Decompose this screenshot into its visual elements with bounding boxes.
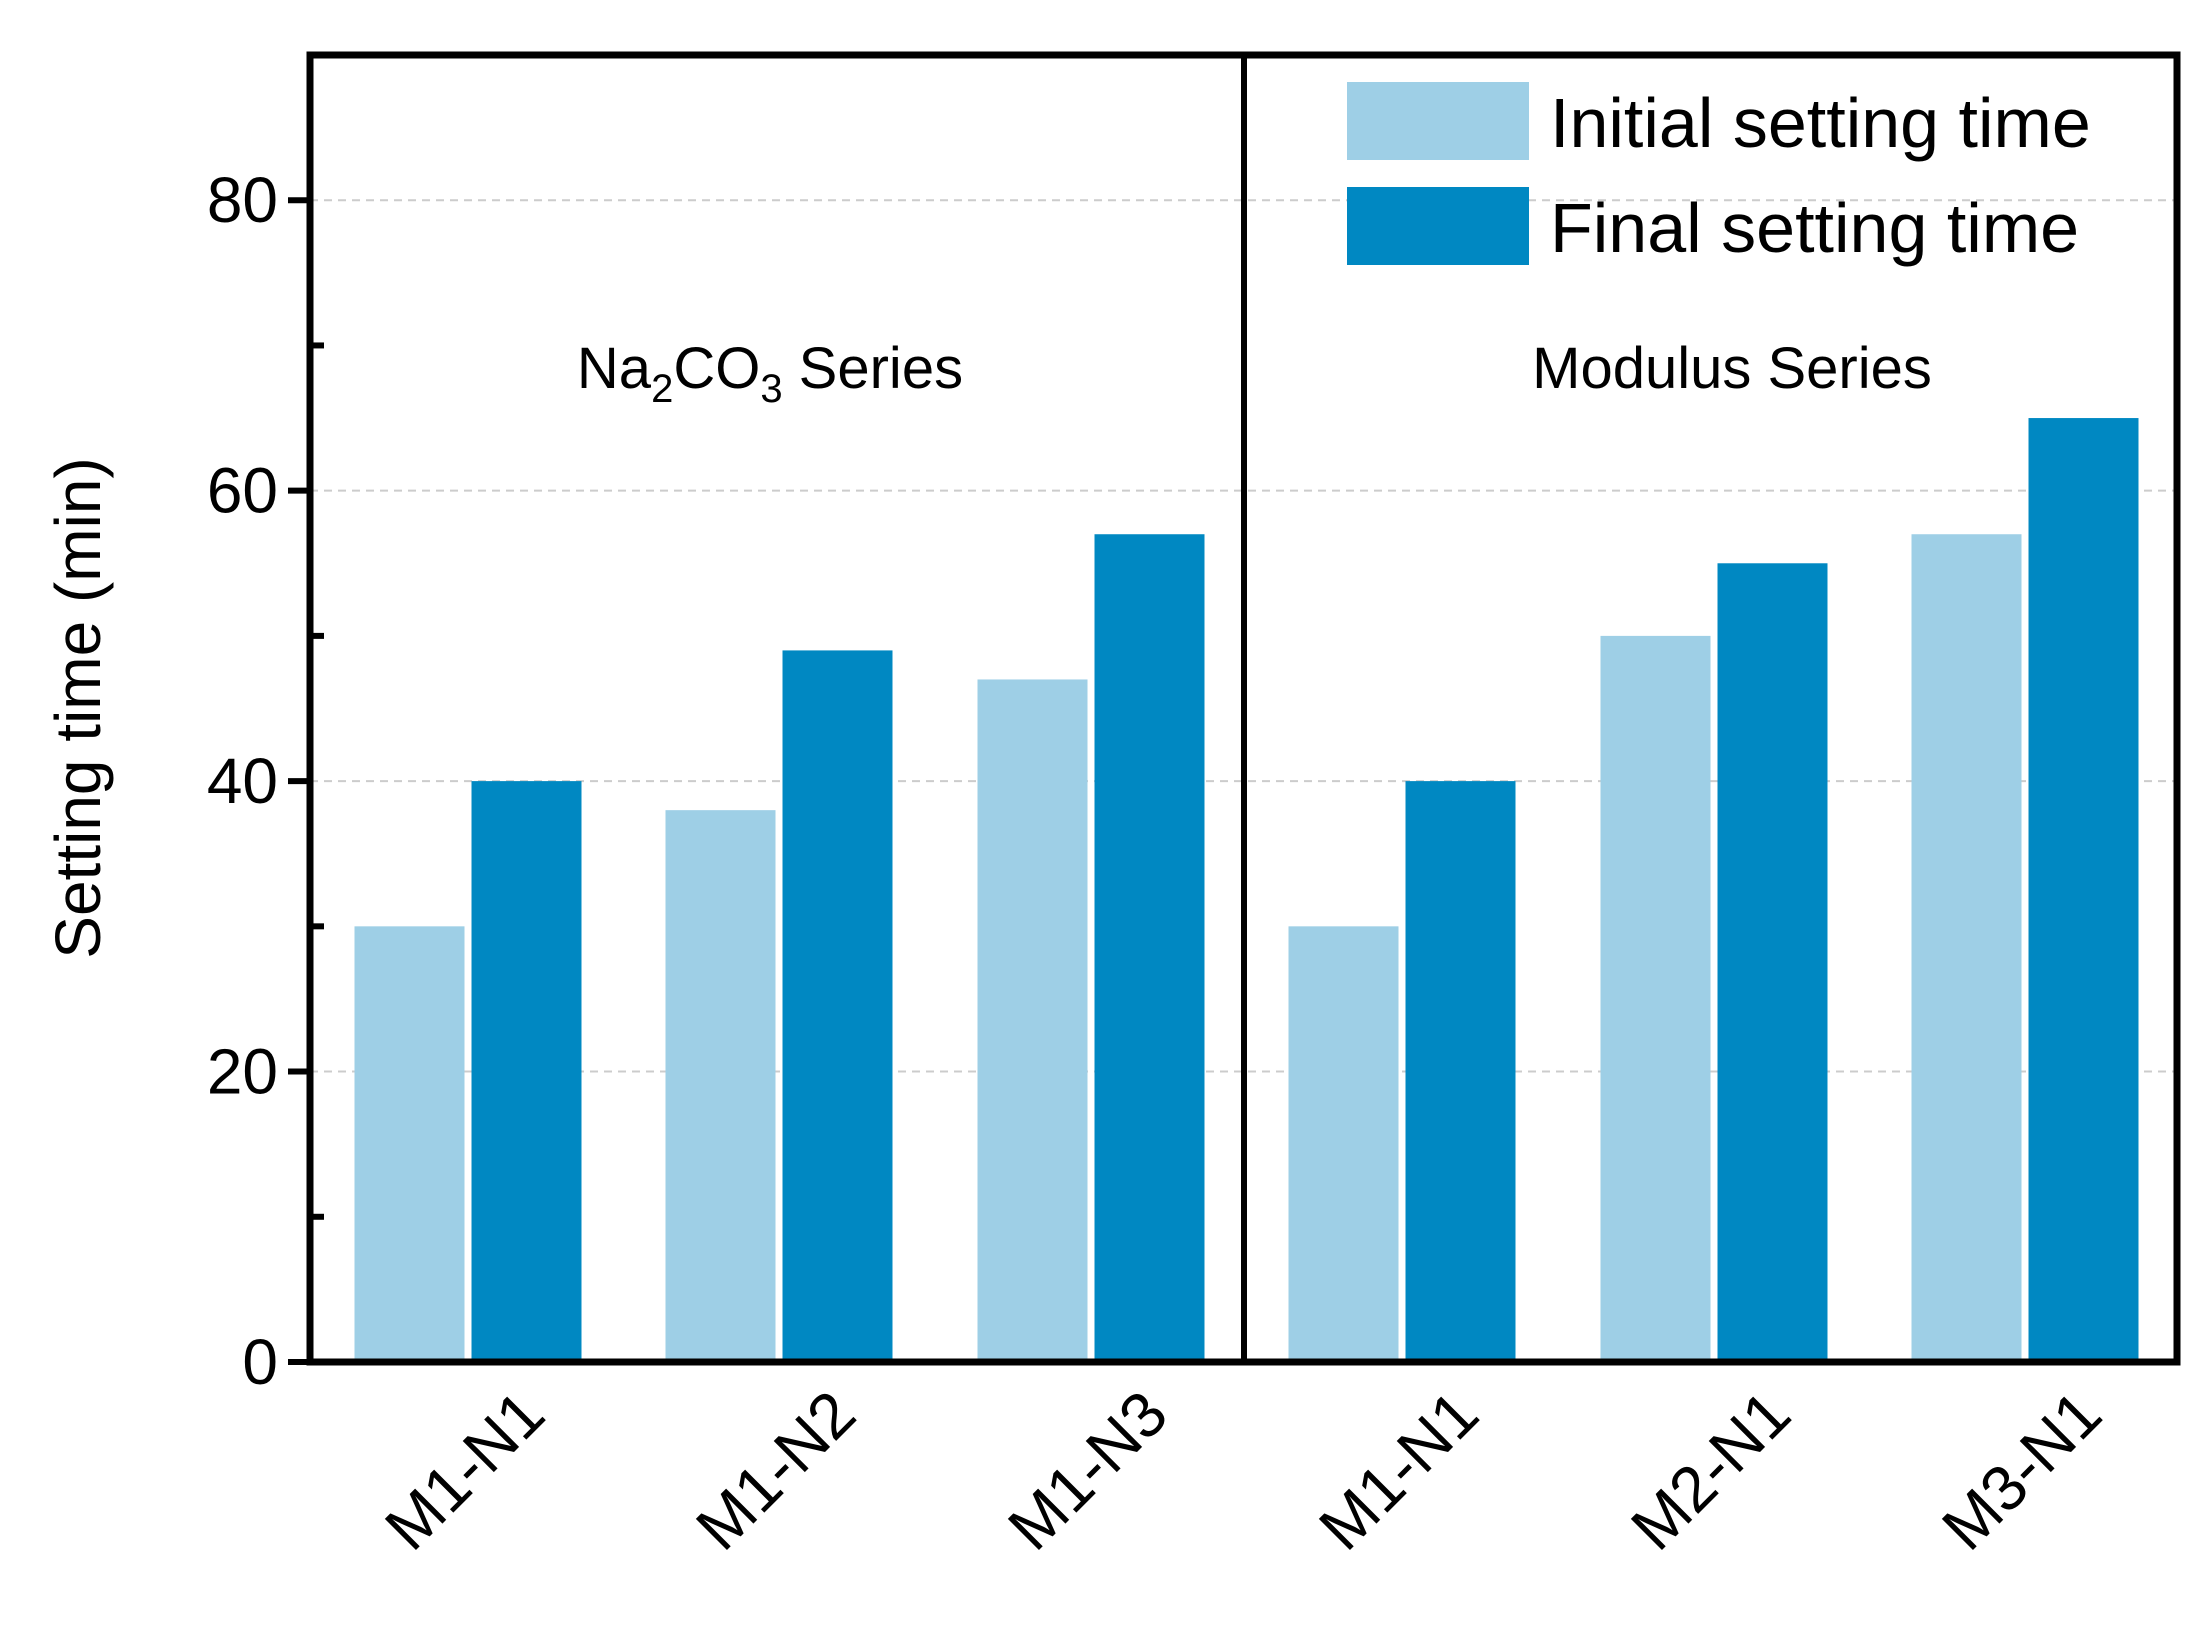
legend-label-initial: Initial setting time [1550,84,2091,162]
group-label-series: Series [783,336,964,401]
x-tick-label-1: M1-N1 [371,1377,558,1564]
bar-final-1 [471,781,582,1362]
x-tick-label-6: M3-N1 [1928,1377,2115,1564]
bar-final-5 [1717,563,1828,1362]
x-tick-label-5: M2-N1 [1617,1377,1804,1564]
bar-initial-6 [1911,534,2022,1362]
gridlines [310,199,2177,1073]
bars [354,418,2139,1362]
bar-final-2 [782,650,893,1362]
y-axis-title: Setting time (min) [42,457,114,958]
y-tick-label-40: 40 [207,745,278,817]
group-label-sub-3: 3 [760,367,782,411]
x-axis: M1-N1 M1-N2 M1-N3 M1-N1 M2-N1 M3-N1 [371,1377,2115,1564]
plot-frame [306,51,2181,1366]
legend: Initial setting time Final setting time [1347,82,2091,267]
bar-initial-4 [1288,926,1399,1362]
bar-final-4 [1405,781,1516,1362]
group-label-sub-2: 2 [651,367,673,411]
legend-swatch-initial [1347,82,1529,160]
bar-initial-2 [665,810,776,1362]
bar-initial-1 [354,926,465,1362]
group-label-co: CO [673,336,760,401]
x-tick-label-2: M1-N2 [682,1377,869,1564]
group-label-na: Na [577,336,652,401]
y-tick-label-0: 0 [242,1326,278,1398]
x-tick-label-3: M1-N3 [994,1377,1181,1564]
legend-label-final: Final setting time [1550,189,2079,267]
group-label-na2co3-series: Na2CO3 Series [577,336,963,411]
y-tick-label-20: 20 [207,1036,278,1108]
bar-final-6 [2028,418,2139,1362]
y-axis: 0 20 40 60 80 [207,164,324,1398]
legend-swatch-final [1347,187,1529,265]
bar-initial-5 [1600,635,1711,1362]
bar-final-3 [1094,534,1205,1362]
bar-initial-3 [977,679,1088,1362]
y-tick-label-60: 60 [207,455,278,527]
y-tick-label-80: 80 [207,164,278,236]
group-label-modulus-series: Modulus Series [1532,336,1932,401]
x-tick-label-4: M1-N1 [1305,1377,1492,1564]
